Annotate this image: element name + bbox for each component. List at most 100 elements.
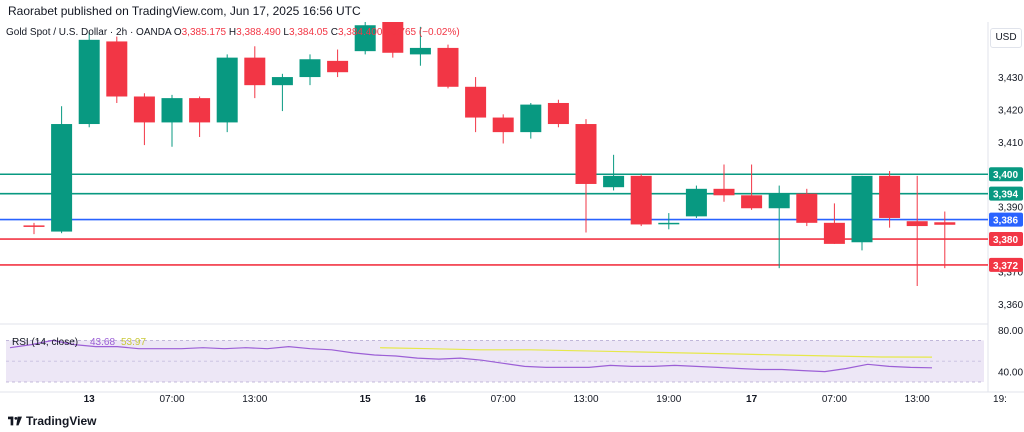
candle-body: [741, 195, 763, 209]
candle-body: [271, 77, 293, 86]
candle: [78, 31, 100, 128]
candle-body: [685, 188, 707, 217]
level-price-tag: [989, 232, 1023, 247]
candle-body: [575, 124, 597, 184]
tradingview-logo[interactable]: TradingView: [8, 414, 96, 428]
y-tick-label: 3,370: [998, 267, 1023, 278]
open-label: O: [173, 27, 182, 38]
candle: [768, 185, 790, 269]
level-price-label: 3,394: [993, 190, 1018, 201]
candle: [713, 164, 735, 202]
candle: [823, 203, 845, 244]
x-tick-label: 19:00: [656, 394, 681, 405]
candle-body: [78, 39, 100, 125]
level-price-label: 3,380: [993, 235, 1018, 246]
level-price-label: 3,400: [993, 170, 1018, 181]
candle-body: [934, 222, 956, 225]
candle: [603, 154, 625, 191]
candle-body: [437, 47, 459, 87]
candle-body: [382, 22, 404, 53]
x-tick-label: 15: [360, 394, 372, 405]
candle: [685, 185, 707, 218]
candle-body: [906, 221, 928, 227]
rsi-label: RSI (14, close): [12, 337, 78, 348]
close-label: C: [330, 27, 338, 38]
x-tick-label: 07:00: [491, 394, 516, 405]
candle-body: [520, 104, 542, 133]
low-value: 3,384.05: [288, 27, 328, 38]
high-label: H: [228, 27, 237, 38]
candle-body: [106, 41, 128, 97]
open-value: 3,385.175: [181, 27, 227, 38]
candle-body: [133, 96, 155, 123]
low-label: L: [283, 27, 289, 38]
candle-body: [879, 175, 901, 218]
x-tick-label: 13: [84, 394, 96, 405]
candle-body: [354, 25, 376, 52]
change-value: −0.765 (−0.02%): [385, 27, 460, 38]
level-price-label: 3,386: [993, 216, 1018, 227]
candle: [161, 94, 183, 147]
rsi-tick-label: 40.00: [998, 368, 1023, 379]
level-price-tag: [989, 212, 1023, 227]
symbol-title: Gold Spot / U.S. Dollar · 2h · OANDA: [6, 27, 172, 38]
level-price-tag: [989, 186, 1023, 201]
high-value: 3,388.490: [236, 27, 281, 38]
y-tick-label: 3,430: [998, 73, 1023, 84]
x-tick-label: 19:: [993, 394, 1007, 405]
candle-body: [658, 222, 680, 225]
y-tick-label: 3,390: [998, 203, 1023, 214]
candle-body: [492, 117, 514, 133]
candle-body: [327, 60, 349, 73]
y-tick-label: 3,410: [998, 138, 1023, 149]
candle: [354, 22, 376, 55]
candle: [189, 96, 211, 137]
candle-body: [161, 98, 183, 123]
y-tick-label: 3,420: [998, 105, 1023, 116]
rsi-ma-value: 53.97: [121, 337, 146, 348]
level-price-tag: [989, 257, 1023, 272]
symbol-legend: Gold Spot / U.S. Dollar · 2h · OANDA O3,…: [6, 27, 460, 38]
candle-body: [768, 193, 790, 209]
candle-body: [23, 225, 45, 227]
currency-button[interactable]: USD: [990, 28, 1022, 48]
candle: [851, 175, 873, 251]
candle-body: [244, 57, 266, 86]
x-tick-label: 13:00: [242, 394, 267, 405]
close-value: 3,384.400: [337, 27, 383, 38]
candle-body: [409, 47, 431, 55]
candle-body: [216, 57, 238, 123]
candle-body: [796, 193, 818, 223]
candle: [106, 36, 128, 103]
rsi-tick-label: 80.00: [998, 326, 1023, 337]
candle-body: [823, 222, 845, 244]
candle: [575, 119, 597, 233]
candle-body: [189, 98, 211, 123]
candle-body: [851, 175, 873, 243]
rsi-line: [9, 339, 933, 373]
candle: [906, 175, 928, 286]
x-tick-label: 17: [746, 394, 758, 405]
candle: [465, 77, 487, 133]
rsi-ma-line: [379, 347, 933, 358]
candle: [51, 106, 73, 234]
x-tick-label: 13:00: [573, 394, 598, 405]
candle: [630, 174, 652, 227]
candle-body: [51, 124, 73, 232]
x-tick-label: 16: [415, 394, 427, 405]
candle-body: [630, 175, 652, 225]
publisher-bar: Raorabet published on TradingView.com, J…: [0, 0, 1024, 22]
candle: [23, 222, 45, 235]
candle: [299, 54, 321, 86]
candle: [437, 44, 459, 89]
rsi-value: 43.68: [90, 337, 115, 348]
tradingview-logo-text: TradingView: [26, 414, 97, 428]
candle-body: [547, 102, 569, 125]
candle: [658, 213, 680, 230]
candle: [409, 26, 431, 66]
candle: [244, 46, 266, 99]
candle-body: [603, 175, 625, 188]
candle: [547, 99, 569, 128]
y-tick-label: 3,360: [998, 300, 1023, 311]
